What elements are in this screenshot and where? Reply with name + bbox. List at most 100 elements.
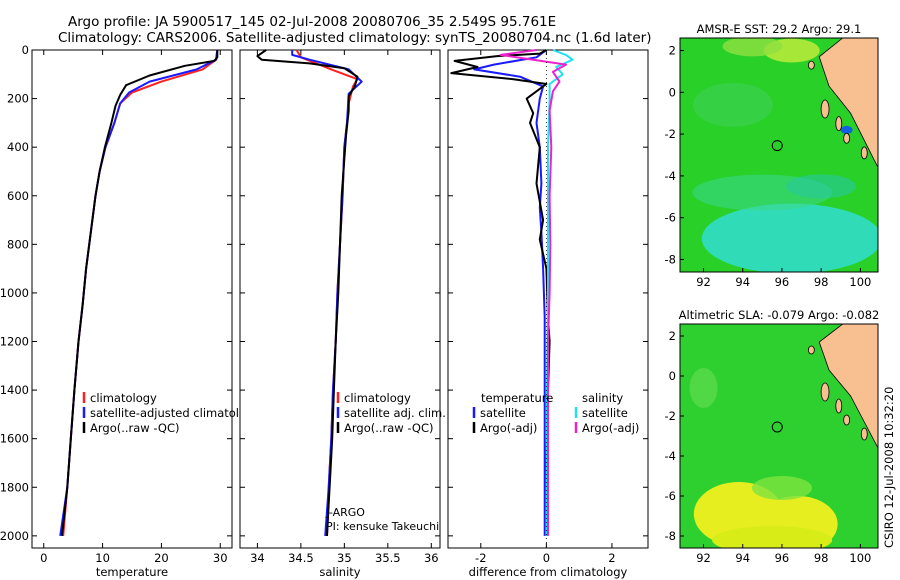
legend-entry: climatology: [90, 391, 157, 405]
map-field: [680, 324, 878, 548]
map-y-tick-label: -4: [665, 449, 676, 463]
map-y-tick-label: -6: [665, 489, 676, 503]
field-anomaly: [786, 174, 857, 199]
land-island: [835, 398, 843, 414]
x-tick-label: 0: [40, 551, 47, 565]
argo-float-marker: [771, 140, 783, 152]
x-tick-label: 0: [543, 551, 550, 565]
x-tick-label: 34.5: [288, 551, 314, 565]
x-axis-label: salinity: [319, 565, 360, 579]
argo-float-marker: [771, 421, 783, 433]
legend-entry: satellite: [582, 406, 628, 420]
map-y-tick-label: 0: [669, 369, 676, 383]
x-tick-label: 20: [154, 551, 169, 565]
map-y-tick-label: -2: [665, 127, 676, 141]
field-anomaly: [701, 203, 878, 272]
y-tick-label: 600: [7, 189, 29, 203]
figure-title-line2: Climatology: CARS2006. Satellite-adjuste…: [58, 30, 651, 46]
map-title: Altimetric SLA: -0.079 Argo: -0.082: [679, 308, 880, 322]
field-anomaly: [722, 38, 783, 57]
x-axis-label: difference from climatology: [469, 565, 628, 579]
field-anomaly: [692, 82, 773, 127]
y-tick-label: 2000: [0, 529, 29, 543]
map-x-tick-label: 92: [696, 275, 711, 289]
land-island: [860, 427, 868, 441]
land-island: [820, 99, 830, 119]
land-island: [843, 132, 851, 144]
map-frame: [679, 323, 879, 549]
map-field: [680, 38, 878, 272]
map-y-tick-label: -2: [665, 409, 676, 423]
legend-entry: Argo(-adj): [582, 421, 639, 435]
y-tick-label: 1600: [0, 432, 29, 446]
salinity-panel: 34 34.5 35 35.5 36 salinity climatologysatelli…: [239, 49, 446, 579]
land-island: [807, 345, 815, 355]
x-tick-label: -2: [475, 551, 486, 565]
annotation-program: J-ARGO: [325, 506, 365, 519]
y-tick-label: 400: [7, 140, 29, 154]
plot-frame: [31, 49, 233, 549]
legend-entry: satellite-adjusted climatology: [90, 406, 260, 420]
map-x-tick-label: 100: [849, 275, 871, 289]
x-tick-label: 35.5: [375, 551, 401, 565]
field-anomaly: [751, 476, 812, 500]
annotation-pi: PI: kensuke Takeuchi: [326, 520, 439, 533]
figure-title-line1: Argo profile: JA 5900517_145 02-Jul-2008…: [68, 14, 556, 30]
y-tick-label: 0: [22, 43, 29, 57]
temperature-panel: 0 10 20 30 temperature 0 200 400 600 800 1000 1200 1…: [0, 43, 260, 579]
series-line: [499, 49, 567, 536]
field-anomaly: [840, 125, 853, 134]
land-island: [843, 414, 851, 426]
map-title: AMSR-E SST: 29.2 Argo: 29.1: [697, 22, 862, 36]
x-tick-label: 10: [95, 551, 110, 565]
land-sumatra: [818, 324, 878, 449]
map-x-tick-label: 96: [775, 551, 790, 565]
map-x-tick-label: 94: [735, 275, 750, 289]
land-sumatra: [818, 38, 878, 168]
y-tick-label: 800: [7, 237, 29, 251]
sst-map-panel: 92 94 96 98 100 -8 -6 -4 -2 0 2 AMSR-E SST: 29.2 Ar…: [665, 22, 879, 289]
map-frame: [679, 37, 879, 273]
map-y-tick-label: -4: [665, 169, 676, 183]
series-line: [61, 50, 219, 537]
legend-title-temperature: temperature: [481, 391, 553, 405]
field-anomaly: [712, 526, 833, 548]
y-tick-label: 1800: [0, 480, 29, 494]
legend-entry: satellite: [480, 406, 526, 420]
land-island: [835, 116, 843, 132]
land-island: [820, 382, 830, 402]
field-anomaly: [689, 368, 718, 408]
map-y-tick-label: 0: [669, 85, 676, 99]
y-tick-label: 1000: [0, 286, 29, 300]
map-x-tick-label: 98: [814, 275, 829, 289]
side-caption: CSIRO 12-Jul-2008 10:32:20: [882, 387, 896, 548]
map-x-tick-label: 96: [775, 275, 790, 289]
y-tick-label: 200: [7, 92, 29, 106]
map-y-tick-label: 2: [669, 329, 676, 343]
map-y-tick-label: -8: [665, 252, 676, 266]
map-y-tick-label: -6: [665, 211, 676, 225]
legend-entry: climatology: [344, 391, 411, 405]
legend-title-salinity: salinity: [582, 391, 623, 405]
x-axis-label: temperature: [96, 565, 168, 579]
y-tick-label: 1400: [0, 383, 29, 397]
land-island: [807, 60, 815, 70]
legend-entry: Argo(-adj): [480, 421, 537, 435]
map-y-tick-label: 2: [669, 44, 676, 58]
x-tick-label: 2: [608, 551, 615, 565]
map-x-tick-label: 100: [849, 551, 871, 565]
legend-entry: Argo(..raw -QC): [90, 421, 180, 435]
legend-entry: Argo(..raw -QC): [344, 421, 434, 435]
map-x-tick-label: 92: [696, 551, 711, 565]
legend-entry: satellite adj. clim.: [344, 406, 446, 420]
x-tick-label: 34: [250, 551, 265, 565]
series-line: [545, 49, 574, 536]
map-y-tick-label: -8: [665, 529, 676, 543]
map-x-tick-label: 98: [814, 551, 829, 565]
series-line: [256, 49, 359, 536]
y-tick-label: 1200: [0, 335, 29, 349]
land-island: [860, 146, 868, 160]
